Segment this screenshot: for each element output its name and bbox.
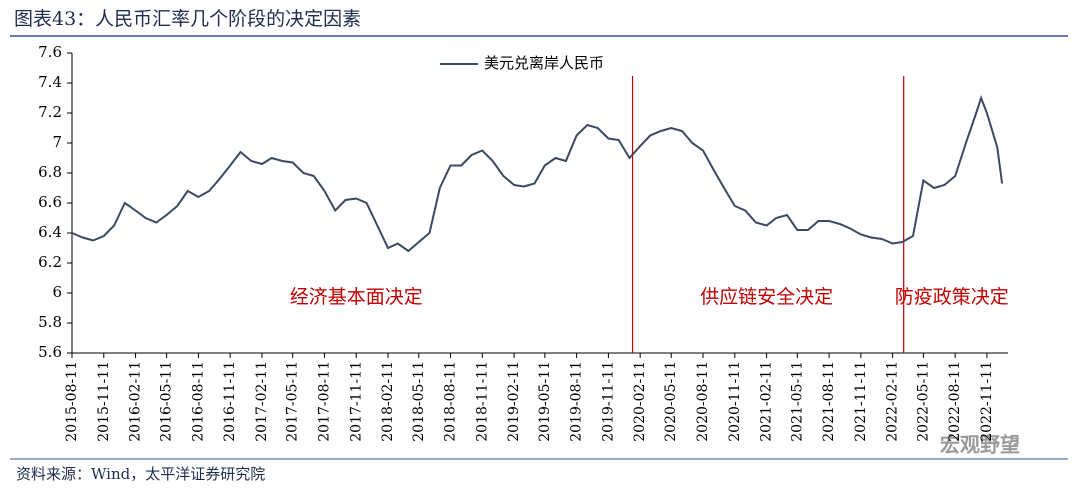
x-tick-label: 2018-11-11 (474, 361, 490, 442)
x-tick-label: 2019-05-11 (537, 361, 553, 442)
line-series (71, 95, 1004, 253)
y-tick-label: 6.4 (38, 223, 62, 241)
x-tick-label: 2022-08-11 (947, 361, 963, 442)
y-tick-label: 5.8 (38, 313, 62, 331)
y-tick-label: 6.6 (38, 193, 62, 211)
annotation: 防疫政策决定 (895, 286, 1009, 308)
x-tick-label: 2017-08-11 (316, 361, 332, 442)
x-tick-label: 2018-02-11 (380, 361, 396, 442)
x-tick-label: 2022-05-11 (915, 361, 931, 442)
x-tick-label: 2017-05-11 (285, 361, 301, 442)
annotation: 供应链安全决定 (700, 286, 833, 308)
y-tick-label: 7.2 (38, 103, 62, 121)
chart-title: 图表43：人民币汇率几个阶段的决定因素 (14, 8, 361, 30)
y-tick-label: 6 (52, 283, 62, 301)
source: 资料来源：Wind，太平洋证券研究院 (16, 465, 265, 483)
y-tick-label: 7 (52, 133, 62, 151)
x-tick-label: 2017-02-11 (254, 361, 270, 442)
legend-label: 美元兑离岸人民币 (484, 54, 604, 72)
x-tick-label: 2022-11-11 (979, 361, 995, 442)
x-tick-label: 2016-05-11 (159, 361, 175, 442)
annotation: 经济基本面决定 (290, 286, 423, 308)
x-tick-label: 2015-11-11 (96, 361, 112, 442)
x-tick-label: 2015-08-11 (64, 361, 80, 442)
x-tick-label: 2021-08-11 (821, 361, 837, 442)
y-tick-label: 6.2 (38, 253, 62, 271)
x-tick-label: 2020-08-11 (695, 361, 711, 442)
x-tick-label: 2019-02-11 (506, 361, 522, 442)
x-tick-label: 2018-05-11 (411, 361, 427, 442)
x-tick-label: 2017-11-11 (348, 361, 364, 442)
watermark: 宏观野望 (940, 433, 1020, 457)
x-tick-label: 2020-02-11 (632, 361, 648, 442)
x-tick-label: 2021-05-11 (789, 361, 805, 442)
x-tick-label: 2016-11-11 (222, 361, 238, 442)
x-tick-label: 2016-08-11 (190, 361, 206, 442)
y-tick-label: 6.8 (38, 163, 62, 181)
y-tick-label: 5.6 (38, 343, 62, 361)
y-tick-label: 7.6 (38, 43, 62, 61)
x-tick-label: 2020-11-11 (727, 361, 743, 442)
x-tick-label: 2020-05-11 (663, 361, 679, 442)
x-tick-label: 2019-11-11 (600, 361, 616, 442)
x-tick-label: 2016-02-11 (128, 361, 144, 442)
x-tick-label: 2021-02-11 (759, 361, 775, 442)
x-tick-label: 2022-02-11 (885, 361, 901, 442)
y-tick-label: 7.4 (38, 73, 62, 91)
x-tick-label: 2018-08-11 (443, 361, 459, 442)
x-tick-label: 2019-08-11 (569, 361, 585, 442)
x-tick-label: 2021-11-11 (853, 361, 869, 442)
